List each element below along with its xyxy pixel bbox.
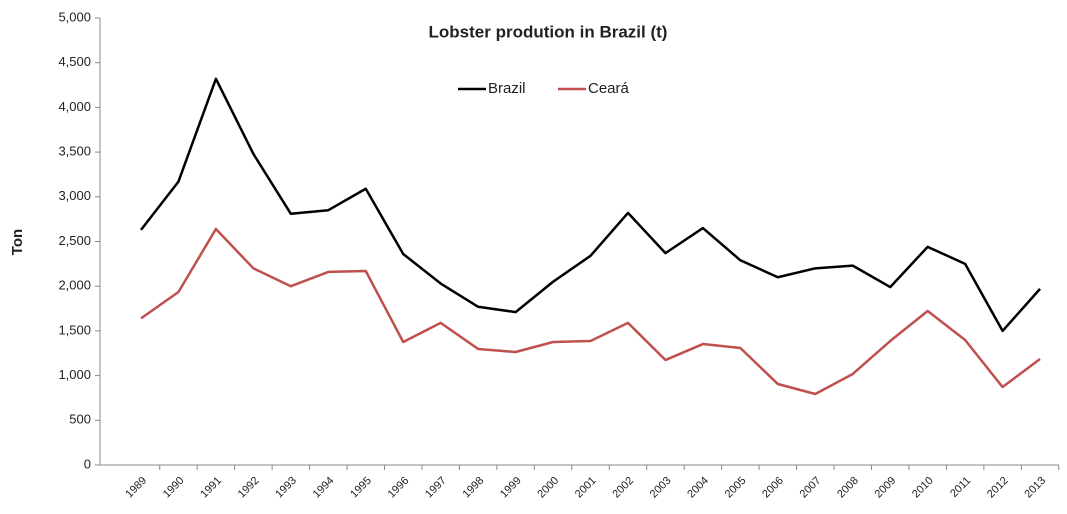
legend-label: Ceará	[588, 80, 630, 97]
x-tick-label: 2005	[723, 475, 749, 501]
y-tick-label: 1,500	[58, 322, 91, 337]
x-tick-label: 1990	[161, 475, 187, 501]
y-tick-label: 0	[84, 456, 91, 471]
x-tick-label: 1991	[198, 475, 224, 501]
y-tick-label: 3,000	[58, 188, 91, 203]
y-tick-label: 3,500	[58, 144, 91, 159]
y-tick-label: 1,000	[58, 367, 91, 382]
x-tick-label: 2001	[573, 475, 599, 501]
line-series	[140, 77, 1041, 333]
x-tick-label: 2012	[985, 475, 1011, 501]
y-tick-label: 500	[69, 412, 91, 427]
y-tick-label: 4,500	[58, 54, 91, 69]
x-tick-label: 1999	[498, 475, 524, 501]
x-tick-label: 1989	[123, 475, 149, 501]
chart-title: Lobster prodution in Brazil (t)	[429, 22, 668, 41]
x-tick-label: 2010	[910, 475, 936, 501]
x-tick-label: 2003	[648, 475, 674, 501]
x-tick-label: 1993	[273, 475, 299, 501]
y-tick-label: 2,500	[58, 233, 91, 248]
x-tick-label: 2000	[535, 475, 561, 501]
x-tick-label: 1998	[461, 475, 487, 501]
legend-label: Brazil	[488, 80, 526, 97]
x-tick-label: 2002	[610, 475, 636, 501]
x-tick-label: 1997	[423, 475, 449, 501]
x-tick-label: 1994	[311, 475, 337, 501]
x-tick-label: 2009	[873, 475, 899, 501]
y-axis-label: Ton	[9, 229, 26, 255]
y-tick-label: 2,000	[58, 278, 91, 293]
x-tick-label: 2006	[760, 475, 786, 501]
x-tick-label: 2013	[1022, 475, 1048, 501]
line-series	[140, 227, 1041, 396]
x-tick-label: 2011	[948, 475, 973, 500]
x-tick-label: 1995	[348, 475, 374, 501]
y-tick-label: 4,000	[58, 99, 91, 114]
x-tick-label: 1992	[236, 475, 262, 501]
x-tick-label: 1996	[386, 475, 412, 501]
y-tick-label: 5,000	[58, 9, 91, 24]
x-tick-label: 2008	[835, 475, 861, 501]
x-tick-label: 2007	[798, 475, 824, 501]
x-tick-label: 2004	[685, 475, 711, 501]
